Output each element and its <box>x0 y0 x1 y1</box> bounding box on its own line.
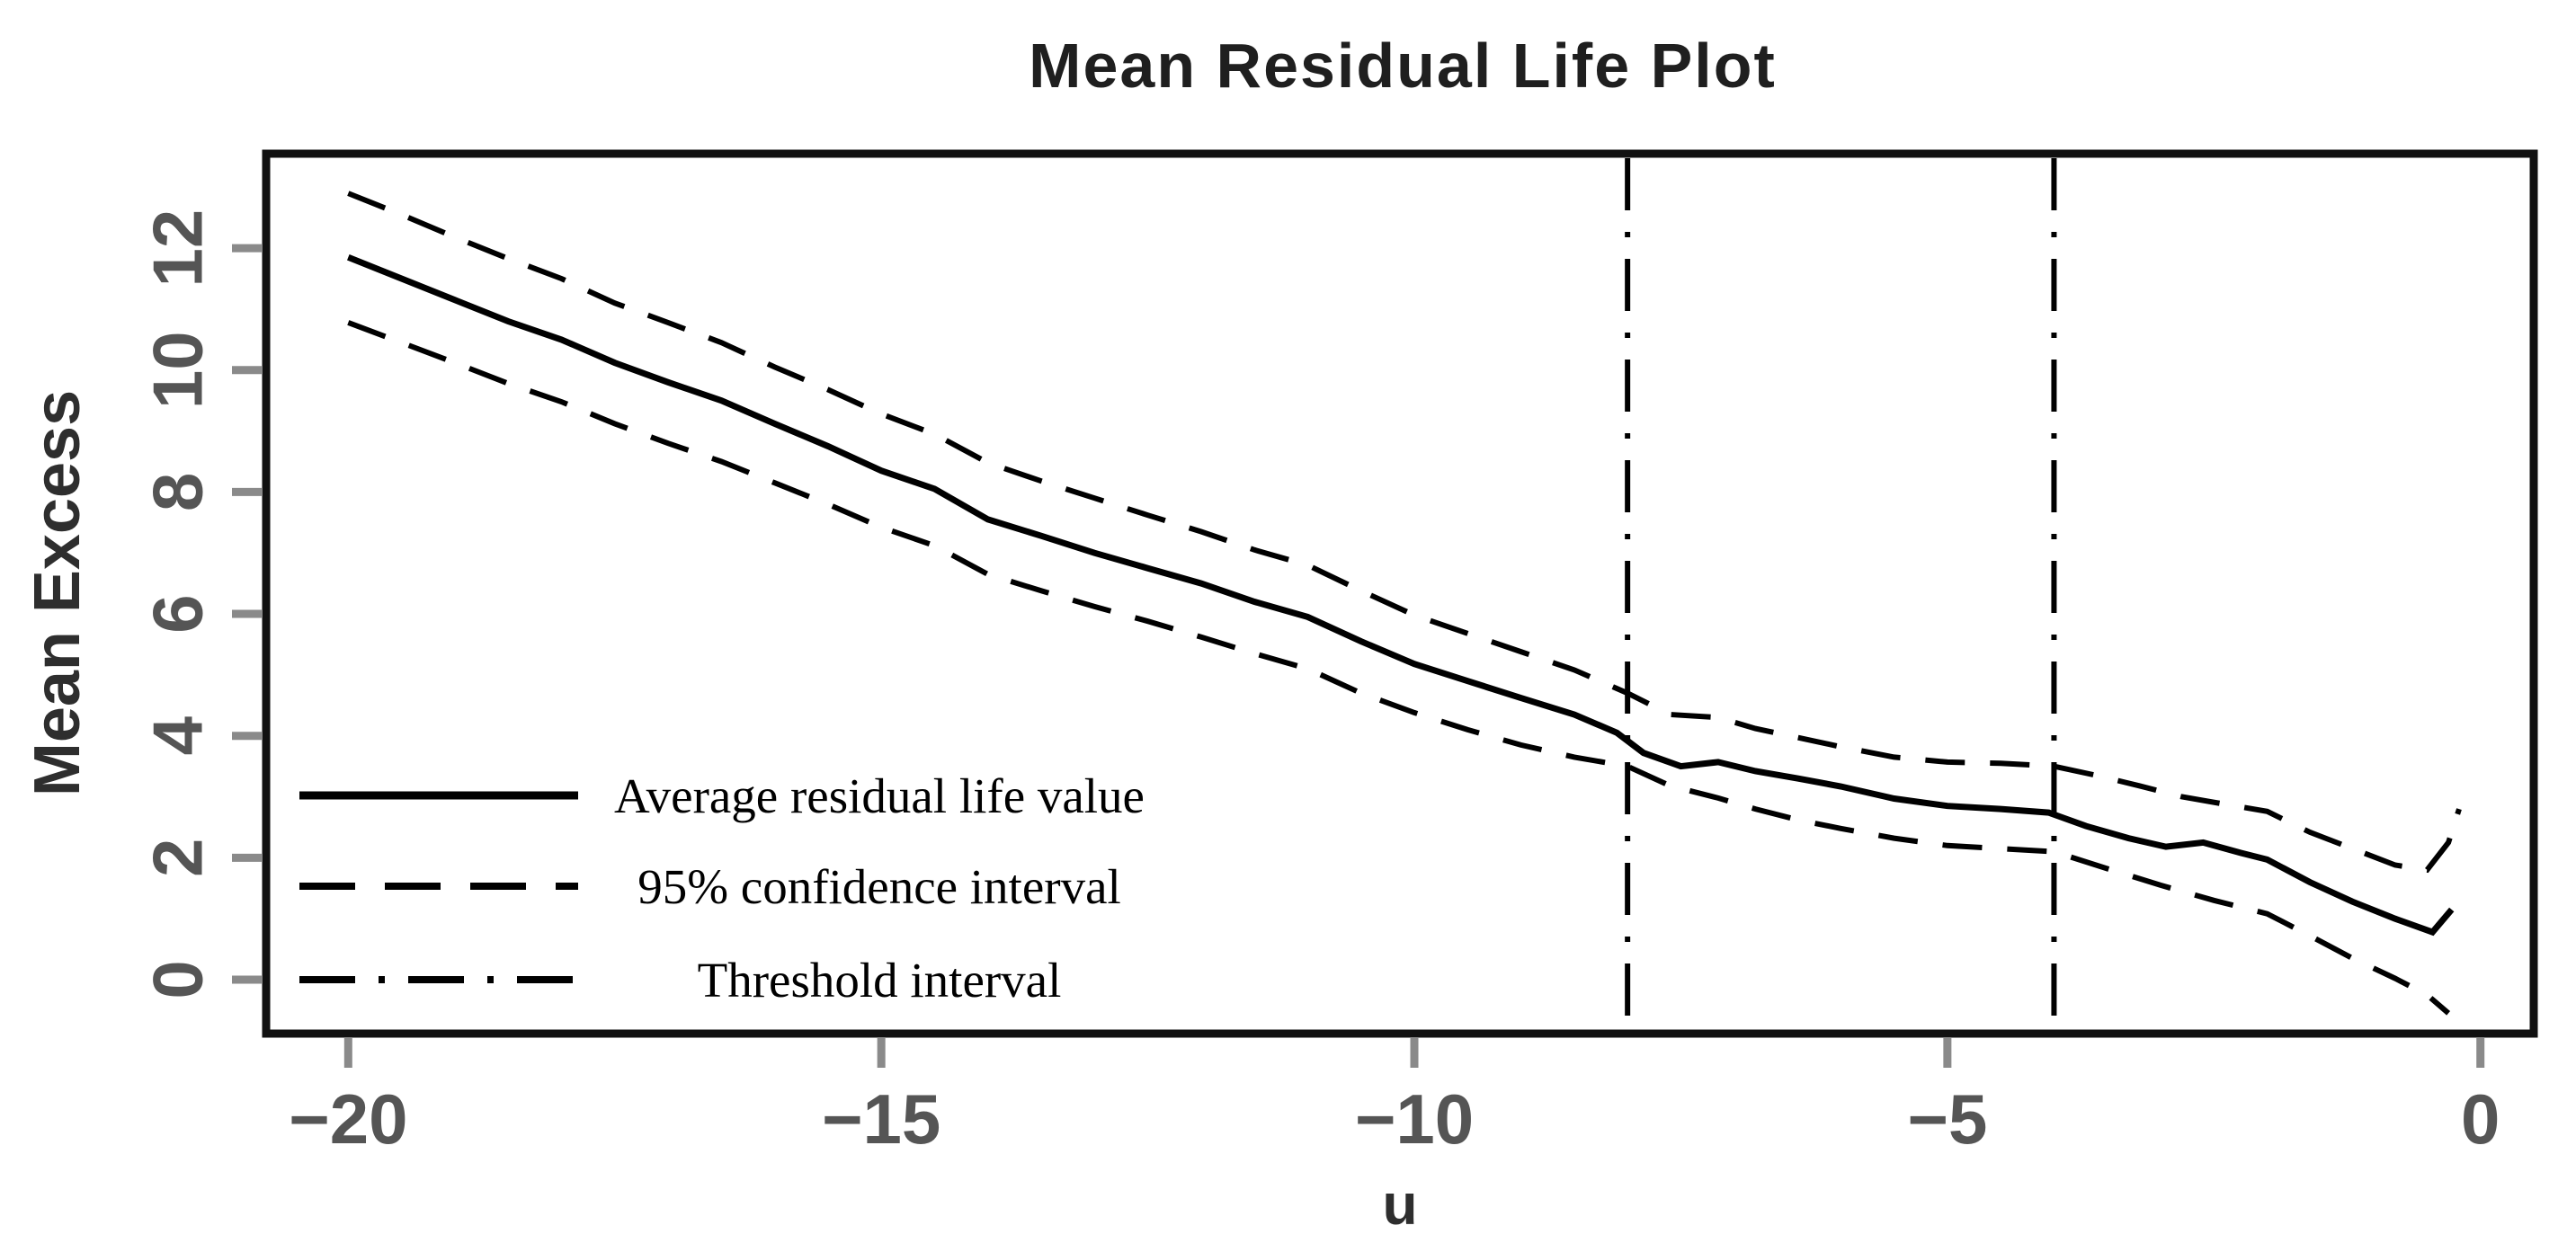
y-tick-label: 8 <box>138 473 218 511</box>
mean-residual-life-curve <box>347 254 2455 937</box>
x-tick-label: −20 <box>289 1079 407 1159</box>
chart-title: Mean Residual Life Plot <box>1029 31 1777 101</box>
ci-lower-95-curve <box>347 320 2451 1016</box>
legend-label: 95% confidence interval <box>637 859 1121 914</box>
plot-frame <box>262 149 2538 1038</box>
legend-label: Average residual life value <box>614 768 1145 823</box>
axis-ticks: −20 −15 −10 −5 0 0 2 4 6 8 10 12 <box>138 209 2500 1159</box>
x-tick-label: −5 <box>1907 1079 1987 1159</box>
legend-label: Threshold interval <box>698 953 1062 1008</box>
y-tick-label: 6 <box>138 594 218 633</box>
y-tick-label: 4 <box>138 716 218 755</box>
legend: Average residual life value 95% confidenc… <box>299 768 1145 1008</box>
data-curves <box>347 158 2462 1029</box>
y-axis-title: Mean Excess <box>22 390 94 796</box>
ci-upper-95-curve <box>347 191 2462 874</box>
y-tick-label: 0 <box>138 960 218 999</box>
y-tick-label: 2 <box>138 839 218 877</box>
x-tick-label: −15 <box>822 1079 940 1159</box>
x-tick-label: 0 <box>2461 1079 2500 1159</box>
y-tick-label: 10 <box>138 331 218 409</box>
x-tick-label: −10 <box>1355 1079 1474 1159</box>
x-axis-title: u <box>1382 1172 1417 1237</box>
y-tick-label: 12 <box>138 209 218 288</box>
